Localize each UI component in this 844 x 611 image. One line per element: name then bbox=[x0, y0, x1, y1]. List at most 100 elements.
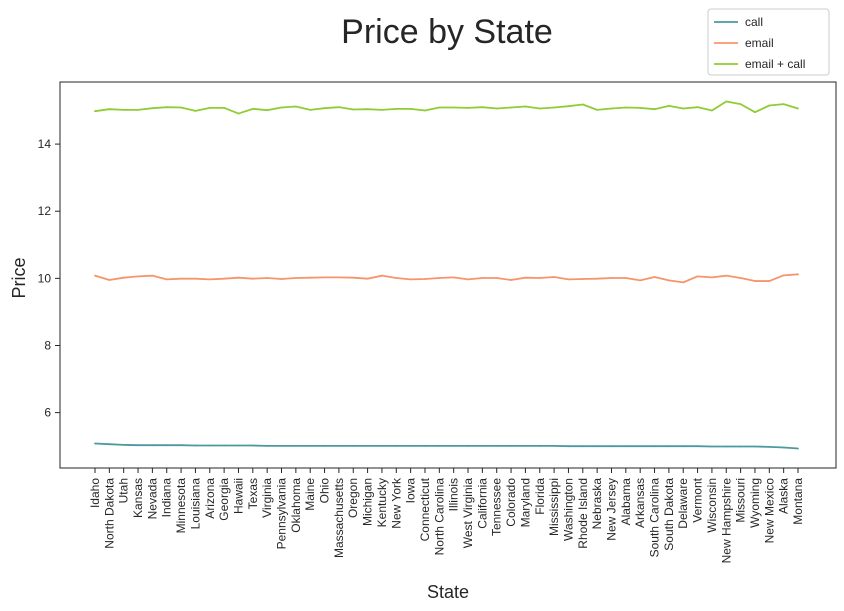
data-point bbox=[208, 278, 211, 281]
data-point bbox=[165, 278, 168, 281]
data-point bbox=[237, 112, 240, 115]
data-point bbox=[381, 444, 383, 447]
x-tick-label: Arizona bbox=[203, 478, 217, 519]
data-point bbox=[395, 444, 398, 447]
data-point bbox=[797, 273, 799, 276]
x-tick-label: Washington bbox=[561, 478, 575, 541]
data-point bbox=[754, 445, 756, 448]
x-tick-label: Illinois bbox=[447, 478, 461, 511]
x-tick-label: Alaska bbox=[777, 478, 791, 514]
data-point bbox=[596, 277, 599, 280]
data-point bbox=[682, 107, 685, 110]
data-point bbox=[223, 444, 226, 447]
data-point bbox=[352, 444, 355, 447]
data-point bbox=[452, 276, 455, 279]
data-point bbox=[495, 107, 498, 110]
x-tick-label: New Hampshire bbox=[719, 478, 733, 564]
series-line-email-call bbox=[94, 100, 799, 115]
data-point bbox=[754, 111, 756, 114]
data-point bbox=[495, 444, 498, 447]
x-tick-label: Wyoming bbox=[748, 478, 762, 528]
data-point bbox=[223, 277, 226, 280]
data-point bbox=[323, 276, 326, 279]
data-point bbox=[639, 279, 642, 282]
x-tick-label: Wisconsin bbox=[705, 478, 719, 533]
x-tick-label: Alabama bbox=[619, 478, 633, 526]
data-point bbox=[481, 277, 484, 279]
x-tick-label: Oregon bbox=[346, 478, 360, 518]
data-point bbox=[194, 444, 197, 447]
x-tick-label: Missouri bbox=[734, 478, 748, 523]
data-point bbox=[395, 107, 398, 110]
data-point bbox=[309, 108, 312, 111]
x-tick-label: Kansas bbox=[131, 478, 145, 518]
data-point bbox=[739, 277, 742, 279]
y-tick-label: 10 bbox=[38, 271, 52, 285]
x-tick-label: Indiana bbox=[160, 478, 174, 518]
data-point bbox=[567, 105, 570, 108]
data-point bbox=[409, 278, 412, 281]
data-point bbox=[467, 278, 469, 281]
data-point bbox=[424, 444, 426, 447]
data-point bbox=[280, 444, 283, 447]
y-tick-label: 8 bbox=[44, 338, 51, 352]
data-point bbox=[696, 275, 699, 278]
data-point bbox=[323, 107, 326, 110]
data-point bbox=[208, 444, 211, 447]
legend: call email email + call bbox=[707, 8, 830, 76]
data-point bbox=[711, 276, 713, 279]
data-point bbox=[696, 106, 699, 109]
data-point bbox=[581, 103, 584, 106]
data-point bbox=[438, 106, 441, 109]
data-point bbox=[567, 278, 570, 281]
y-tick-label: 6 bbox=[44, 406, 51, 420]
data-point bbox=[739, 445, 742, 448]
x-tick-label: Massachusetts bbox=[332, 478, 346, 558]
data-point bbox=[108, 443, 111, 446]
x-tick-label: Kentucky bbox=[375, 478, 389, 527]
data-point bbox=[266, 444, 269, 447]
data-point bbox=[180, 106, 182, 109]
data-point bbox=[381, 274, 383, 277]
data-point bbox=[180, 277, 182, 280]
series-line-email bbox=[94, 273, 799, 284]
data-point bbox=[165, 106, 168, 109]
data-point bbox=[294, 277, 297, 279]
data-point bbox=[424, 109, 426, 112]
data-point bbox=[337, 106, 340, 109]
x-tick-label: Georgia bbox=[217, 478, 231, 521]
data-point bbox=[768, 445, 771, 448]
data-point bbox=[438, 444, 441, 447]
data-point bbox=[581, 445, 584, 448]
data-point bbox=[352, 276, 355, 279]
data-point bbox=[782, 274, 785, 277]
data-point bbox=[754, 280, 756, 282]
x-tick-label: California bbox=[475, 478, 489, 529]
x-tick-label: Michigan bbox=[361, 478, 375, 526]
data-point bbox=[524, 444, 527, 447]
data-point bbox=[94, 442, 96, 445]
data-point bbox=[725, 100, 728, 103]
data-point bbox=[711, 445, 713, 448]
data-point bbox=[223, 106, 226, 109]
data-point bbox=[553, 276, 556, 278]
data-point bbox=[596, 445, 599, 448]
data-point bbox=[208, 106, 211, 109]
series-line-call bbox=[94, 442, 799, 450]
data-point bbox=[108, 108, 111, 111]
x-tick-label: Nevada bbox=[145, 478, 159, 520]
x-tick-label: Hawaii bbox=[231, 478, 245, 514]
x-tick-label: Louisiana bbox=[188, 478, 202, 530]
legend-label: email bbox=[745, 36, 774, 50]
x-tick-label: Mississippi bbox=[547, 478, 561, 536]
x-tick-label: Texas bbox=[246, 478, 260, 509]
data-point bbox=[610, 107, 613, 110]
x-tick-label: Florida bbox=[533, 478, 547, 515]
x-tick-label: Maryland bbox=[518, 478, 532, 527]
data-point bbox=[352, 108, 355, 111]
x-tick-label: Virginia bbox=[260, 478, 274, 518]
data-point bbox=[667, 279, 670, 282]
data-point bbox=[538, 277, 541, 279]
data-point bbox=[653, 108, 656, 111]
